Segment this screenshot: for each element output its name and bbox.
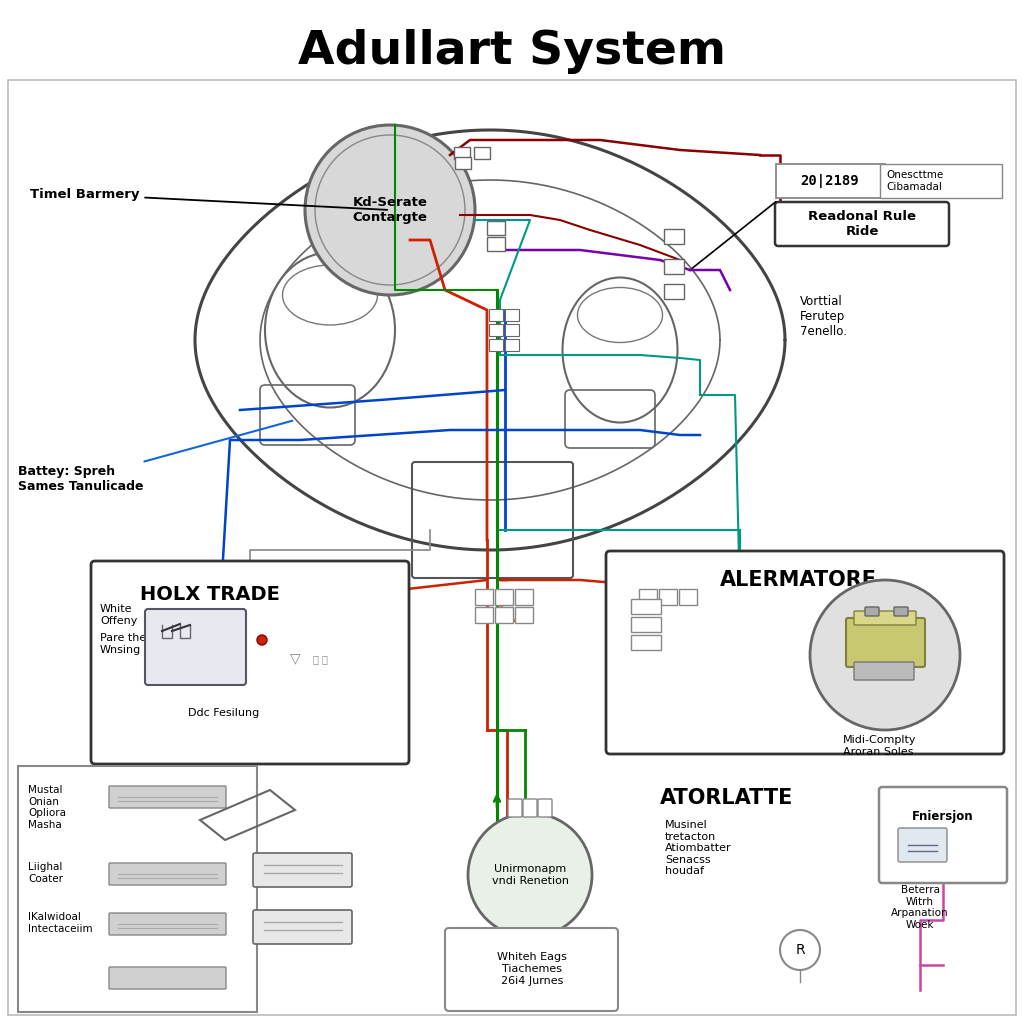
FancyBboxPatch shape: [854, 611, 916, 625]
FancyBboxPatch shape: [898, 828, 947, 862]
Text: IKalwidoal
Intectaceiim: IKalwidoal Intectaceiim: [28, 912, 92, 934]
FancyBboxPatch shape: [606, 551, 1004, 754]
FancyBboxPatch shape: [523, 799, 537, 817]
Text: Vorttial
Ferutep
7enello.: Vorttial Ferutep 7enello.: [800, 295, 847, 338]
FancyBboxPatch shape: [664, 259, 684, 274]
Text: White
Offeny: White Offeny: [100, 604, 137, 626]
FancyBboxPatch shape: [515, 607, 534, 623]
FancyBboxPatch shape: [515, 589, 534, 605]
FancyBboxPatch shape: [775, 202, 949, 246]
Text: Battey: Spreh
Sames Tanulicade: Battey: Spreh Sames Tanulicade: [18, 421, 292, 493]
FancyBboxPatch shape: [91, 561, 409, 764]
Text: ATORLATTE: ATORLATTE: [660, 788, 794, 808]
Text: Mustal
Onian
Opliora
Masha: Mustal Onian Opliora Masha: [28, 785, 66, 829]
FancyBboxPatch shape: [865, 607, 879, 616]
Circle shape: [305, 125, 475, 295]
Text: Whiteh Eags
Tiachemes
26i4 Jurnes: Whiteh Eags Tiachemes 26i4 Jurnes: [497, 952, 567, 985]
Text: Beterra
Witrh
Arpanation
Woek: Beterra Witrh Arpanation Woek: [891, 885, 949, 930]
FancyBboxPatch shape: [487, 221, 505, 234]
FancyBboxPatch shape: [505, 309, 519, 321]
FancyBboxPatch shape: [631, 617, 662, 632]
FancyBboxPatch shape: [639, 589, 657, 605]
FancyBboxPatch shape: [505, 324, 519, 336]
Circle shape: [810, 580, 961, 730]
FancyBboxPatch shape: [495, 589, 513, 605]
Text: R: R: [796, 943, 805, 957]
Text: 20|2189: 20|2189: [800, 174, 859, 188]
FancyBboxPatch shape: [538, 799, 552, 817]
Circle shape: [780, 930, 820, 970]
FancyBboxPatch shape: [880, 164, 1002, 198]
Text: Pare the
Wnsing: Pare the Wnsing: [100, 633, 146, 654]
FancyBboxPatch shape: [879, 787, 1007, 883]
FancyBboxPatch shape: [489, 339, 503, 351]
FancyBboxPatch shape: [474, 147, 490, 159]
FancyBboxPatch shape: [109, 913, 226, 935]
Text: Midi-Complty
Aroran Soles: Midi-Complty Aroran Soles: [843, 735, 916, 757]
Text: Musinel
tretacton
Atiombatter
Senacss
houdaf: Musinel tretacton Atiombatter Senacss ho…: [665, 820, 731, 877]
Text: Timel Barmery: Timel Barmery: [30, 188, 387, 210]
FancyBboxPatch shape: [508, 799, 522, 817]
FancyBboxPatch shape: [664, 229, 684, 244]
FancyBboxPatch shape: [846, 618, 925, 667]
FancyBboxPatch shape: [145, 609, 246, 685]
FancyBboxPatch shape: [631, 635, 662, 650]
FancyBboxPatch shape: [18, 766, 257, 1012]
FancyBboxPatch shape: [776, 164, 885, 198]
FancyBboxPatch shape: [495, 607, 513, 623]
FancyBboxPatch shape: [894, 607, 908, 616]
Circle shape: [257, 635, 267, 645]
Text: Readonal Rule
Ride: Readonal Rule Ride: [808, 210, 916, 238]
FancyBboxPatch shape: [489, 324, 503, 336]
Text: ALERMATORE: ALERMATORE: [720, 570, 877, 590]
Text: Adullart System: Adullart System: [298, 30, 726, 75]
FancyBboxPatch shape: [475, 589, 493, 605]
FancyBboxPatch shape: [679, 589, 697, 605]
Circle shape: [468, 813, 592, 937]
Text: Liighal
Coater: Liighal Coater: [28, 862, 63, 884]
Text: Fniersjon: Fniersjon: [912, 810, 974, 823]
Text: HOLX TRADE: HOLX TRADE: [140, 585, 280, 604]
FancyBboxPatch shape: [664, 284, 684, 299]
FancyBboxPatch shape: [475, 607, 493, 623]
FancyBboxPatch shape: [253, 910, 352, 944]
Text: Onescttme
Cibamadal: Onescttme Cibamadal: [886, 170, 943, 191]
FancyBboxPatch shape: [109, 863, 226, 885]
Text: Kd-Serate
Contargte: Kd-Serate Contargte: [352, 196, 427, 224]
FancyBboxPatch shape: [489, 309, 503, 321]
FancyBboxPatch shape: [659, 589, 677, 605]
FancyBboxPatch shape: [631, 599, 662, 614]
FancyBboxPatch shape: [854, 662, 914, 680]
FancyBboxPatch shape: [454, 147, 470, 159]
FancyBboxPatch shape: [487, 237, 505, 251]
Text: ᗉ ᗈ: ᗉ ᗈ: [312, 654, 328, 664]
FancyBboxPatch shape: [109, 967, 226, 989]
Text: ▽: ▽: [290, 651, 300, 665]
FancyBboxPatch shape: [445, 928, 618, 1011]
Text: Ddc Fesilung: Ddc Fesilung: [188, 708, 259, 718]
FancyBboxPatch shape: [109, 786, 226, 808]
FancyBboxPatch shape: [505, 339, 519, 351]
Text: Unirmonapm
vndi Renetion: Unirmonapm vndi Renetion: [492, 864, 568, 886]
FancyBboxPatch shape: [455, 157, 471, 169]
FancyBboxPatch shape: [253, 853, 352, 887]
